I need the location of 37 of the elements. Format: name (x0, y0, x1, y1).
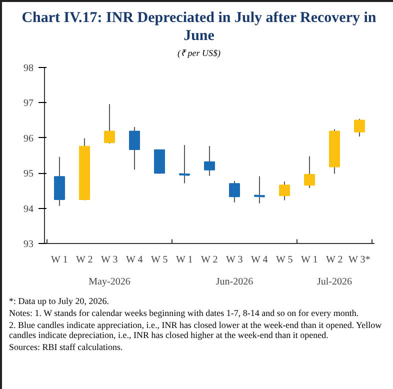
text: Notes: 1. W stands for calendar weeks beginning with dates 1-7, 8-14 and so on for every month. (9, 308, 360, 319)
x-tick-label: W 5 (276, 254, 293, 266)
text: Jun-2026 (216, 276, 254, 288)
text: May-2026 (88, 276, 130, 288)
candlestick (129, 126, 140, 170)
x-tick-label: W 1 (176, 254, 193, 266)
x-tick-label: W 4 (251, 254, 268, 266)
text: Jul-2026 (317, 276, 352, 288)
candlestick (354, 118, 365, 137)
candlestick (279, 181, 290, 201)
candlestick (204, 145, 215, 176)
x-tick-label: W 2 (201, 254, 218, 266)
x-tick-label: W 5 (151, 254, 168, 266)
y-tick-label: 96 (24, 133, 34, 144)
x-tick-label: W 1 (51, 254, 68, 266)
candlestick (154, 149, 165, 174)
candlestick (229, 180, 240, 203)
candlestick (104, 104, 115, 144)
x-tick-label: W 2 (326, 254, 343, 266)
y-tick-label: 98 (24, 63, 34, 74)
chart-subtitle: (₹ per US$) (176, 47, 222, 60)
y-tick-label: 95 (24, 168, 34, 180)
y-tick-label: 94 (24, 204, 34, 215)
candlestick (304, 156, 315, 188)
y-tick-label: 97 (24, 98, 34, 110)
x-tick-label: W 3 (101, 254, 118, 266)
x-tick-label: W 3* (348, 254, 370, 266)
chart-title: Chart IV.17: INR Depreciated in July after Recovery in June (20, 9, 378, 45)
text: *: Data up to July 20, 2026. (9, 296, 110, 307)
x-tick-label: W 3 (226, 254, 243, 266)
x-tick-label: W 2 (76, 254, 93, 266)
x-tick-label: W 1 (301, 254, 318, 266)
x-tick-label: W 4 (126, 254, 143, 266)
candlestick (54, 156, 65, 206)
text: 2. Blue candles indicate appreciation, i.e., INR has closed lower at the week-end than it opened. Yellow candles indicate depreciation, i.e., INR has closed higher at the week-end than it opened. (9, 320, 383, 342)
y-tick-label: 93 (24, 239, 34, 250)
source-note: Sources: RBI staff calculations. (9, 342, 124, 353)
